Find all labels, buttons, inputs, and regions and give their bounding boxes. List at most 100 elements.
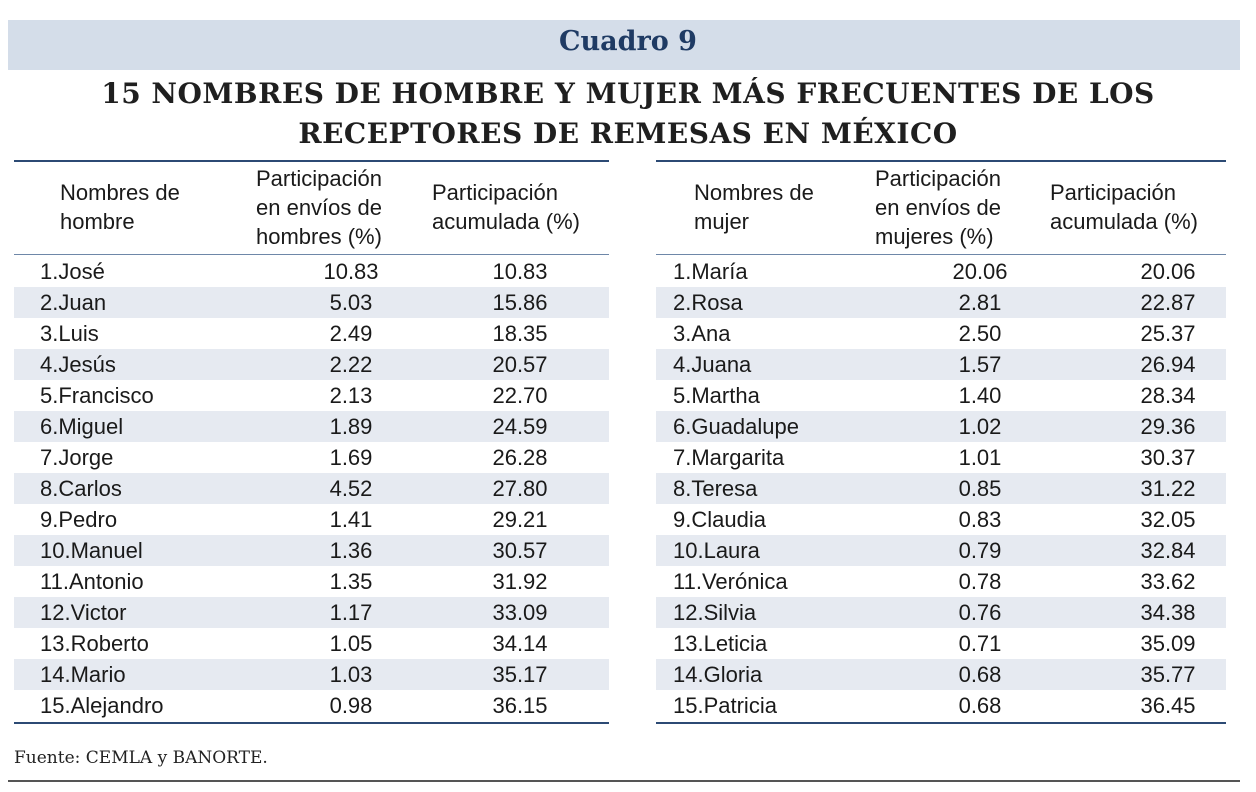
women-table-bottom-rule bbox=[656, 722, 1226, 724]
women-table-top-rule bbox=[656, 160, 1226, 162]
men-cumulative-cell: 36.15 bbox=[492, 693, 548, 718]
women-cumulative-cell: 22.87 bbox=[1140, 290, 1196, 315]
men-name-cell: 6.Miguel bbox=[40, 414, 124, 439]
men-cumulative-cell: 30.57 bbox=[492, 538, 548, 563]
women-share-cell: 0.85 bbox=[958, 476, 1002, 501]
women-cumulative-cell: 25.37 bbox=[1140, 321, 1196, 346]
table-title-line-2: RECEPTORES DE REMESAS EN MÉXICO bbox=[298, 117, 958, 150]
men-table-row: 5.Francisco 2.13 22.70 bbox=[14, 380, 609, 411]
women-table-row: 11.Verónica 0.78 33.62 bbox=[656, 566, 1226, 597]
women-cumulative-cell: 32.05 bbox=[1140, 507, 1196, 532]
women-name-cell: 12.Silvia bbox=[673, 600, 757, 625]
women-table-row: 10.Laura 0.79 32.84 bbox=[656, 535, 1226, 566]
table-number: Cuadro 9 bbox=[559, 26, 697, 57]
men-name-cell: 8.Carlos bbox=[40, 476, 122, 501]
men-share-cell: 1.05 bbox=[329, 631, 373, 656]
women-cumulative-cell: 30.37 bbox=[1140, 445, 1196, 470]
men-name-cell: 14.Mario bbox=[40, 662, 126, 687]
women-share-cell: 2.50 bbox=[958, 321, 1002, 346]
women-table-row: 5.Martha 1.40 28.34 bbox=[656, 380, 1226, 411]
men-header-rule bbox=[14, 254, 609, 255]
women-share-cell: 20.06 bbox=[952, 259, 1008, 284]
men-share-cell: 2.22 bbox=[329, 352, 373, 377]
women-table-row: 2.Rosa 2.81 22.87 bbox=[656, 287, 1226, 318]
men-name-cell: 13.Roberto bbox=[40, 631, 149, 656]
women-share-cell: 1.01 bbox=[958, 445, 1002, 470]
women-table-row: 8.Teresa 0.85 31.22 bbox=[656, 473, 1226, 504]
women-share-cell: 1.02 bbox=[958, 414, 1002, 439]
men-name-cell: 2.Juan bbox=[40, 290, 107, 315]
men-cumulative-cell: 34.14 bbox=[492, 631, 548, 656]
men-share-cell: 1.35 bbox=[329, 569, 373, 594]
men-table-row: 1.José 10.83 10.83 bbox=[14, 256, 609, 287]
men-cumulative-cell: 22.70 bbox=[492, 383, 548, 408]
women-table-row: 13.Leticia 0.71 35.09 bbox=[656, 628, 1226, 659]
men-share-cell: 1.41 bbox=[329, 507, 373, 532]
men-cumulative-cell: 31.92 bbox=[492, 569, 548, 594]
women-cumulative-cell: 26.94 bbox=[1140, 352, 1196, 377]
women-cumulative-cell: 36.45 bbox=[1140, 693, 1196, 718]
men-table-row: 2.Juan 5.03 15.86 bbox=[14, 287, 609, 318]
source-note: Fuente: CEMLA y BANORTE. bbox=[14, 748, 268, 768]
women-name-cell: 1.María bbox=[673, 259, 748, 284]
women-share-cell: 0.68 bbox=[958, 662, 1002, 687]
women-cumulative-cell: 35.09 bbox=[1140, 631, 1196, 656]
men-cumulative-cell: 24.59 bbox=[492, 414, 548, 439]
women-table-row: 9.Claudia 0.83 32.05 bbox=[656, 504, 1226, 535]
women-name-cell: 9.Claudia bbox=[673, 507, 766, 532]
women-name-cell: 8.Teresa bbox=[673, 476, 758, 501]
women-name-cell: 11.Verónica bbox=[673, 569, 788, 594]
women-share-cell: 0.68 bbox=[958, 693, 1002, 718]
men-share-cell: 10.83 bbox=[323, 259, 379, 284]
women-name-cell: 14.Gloria bbox=[673, 662, 763, 687]
women-table-body: 1.María 20.06 20.06 2.Rosa 2.81 22.87 3.Ana 2.5… bbox=[656, 256, 1226, 721]
men-cumulative-cell: 26.28 bbox=[492, 445, 548, 470]
men-cumulative-cell: 29.21 bbox=[492, 507, 548, 532]
men-share-cell: 1.03 bbox=[329, 662, 373, 687]
men-table-row: 14.Mario 1.03 35.17 bbox=[14, 659, 609, 690]
men-name-cell: 3.Luis bbox=[40, 321, 99, 346]
men-cumulative-cell: 10.83 bbox=[492, 259, 548, 284]
women-table-row: 15.Patricia 0.68 36.45 bbox=[656, 690, 1226, 721]
men-name-cell: 9.Pedro bbox=[40, 507, 118, 532]
women-name-cell: 4.Juana bbox=[673, 352, 752, 377]
men-cumulative-header: Participación acumulada (%) bbox=[432, 180, 580, 234]
men-table-body: 1.José 10.83 10.83 2.Juan 5.03 15.86 3.Luis 2.4… bbox=[14, 256, 609, 721]
men-name-cell: 4.Jesús bbox=[40, 352, 116, 377]
men-name-cell: 15.Alejandro bbox=[40, 693, 164, 718]
women-cumulative-cell: 31.22 bbox=[1140, 476, 1196, 501]
women-table-row: 6.Guadalupe 1.02 29.36 bbox=[656, 411, 1226, 442]
women-cumulative-cell: 20.06 bbox=[1140, 259, 1196, 284]
women-cumulative-cell: 34.38 bbox=[1140, 600, 1196, 625]
women-cumulative-cell: 32.84 bbox=[1140, 538, 1196, 563]
men-cumulative-cell: 33.09 bbox=[492, 600, 548, 625]
women-table-row: 14.Gloria 0.68 35.77 bbox=[656, 659, 1226, 690]
women-cumulative-cell: 33.62 bbox=[1140, 569, 1196, 594]
women-name-cell: 5.Martha bbox=[673, 383, 760, 408]
men-table-row: 15.Alejandro 0.98 36.15 bbox=[14, 690, 609, 721]
men-name-cell: 10.Manuel bbox=[40, 538, 143, 563]
men-share-cell: 1.36 bbox=[329, 538, 373, 563]
men-table-row: 13.Roberto 1.05 34.14 bbox=[14, 628, 609, 659]
men-cumulative-cell: 15.86 bbox=[492, 290, 548, 315]
men-name-cell: 1.José bbox=[40, 259, 105, 284]
men-table-row: 6.Miguel 1.89 24.59 bbox=[14, 411, 609, 442]
women-table-row: 4.Juana 1.57 26.94 bbox=[656, 349, 1226, 380]
women-share-cell: 0.78 bbox=[958, 569, 1002, 594]
men-share-cell: 2.13 bbox=[329, 383, 373, 408]
men-table-row: 4.Jesús 2.22 20.57 bbox=[14, 349, 609, 380]
men-table-row: 9.Pedro 1.41 29.21 bbox=[14, 504, 609, 535]
women-cumulative-cell: 29.36 bbox=[1140, 414, 1196, 439]
women-name-cell: 15.Patricia bbox=[673, 693, 777, 718]
men-cumulative-cell: 27.80 bbox=[492, 476, 548, 501]
men-table-row: 3.Luis 2.49 18.35 bbox=[14, 318, 609, 349]
men-table-row: 8.Carlos 4.52 27.80 bbox=[14, 473, 609, 504]
women-share-header: Participación en envíos de mujeres (%) bbox=[875, 166, 1001, 249]
table-number-banner bbox=[8, 20, 1240, 70]
men-name-header: Nombres de hombre bbox=[60, 180, 180, 234]
women-table-row: 7.Margarita 1.01 30.37 bbox=[656, 442, 1226, 473]
women-table-row: 12.Silvia 0.76 34.38 bbox=[656, 597, 1226, 628]
men-share-cell: 2.49 bbox=[329, 321, 373, 346]
women-share-cell: 1.57 bbox=[958, 352, 1002, 377]
